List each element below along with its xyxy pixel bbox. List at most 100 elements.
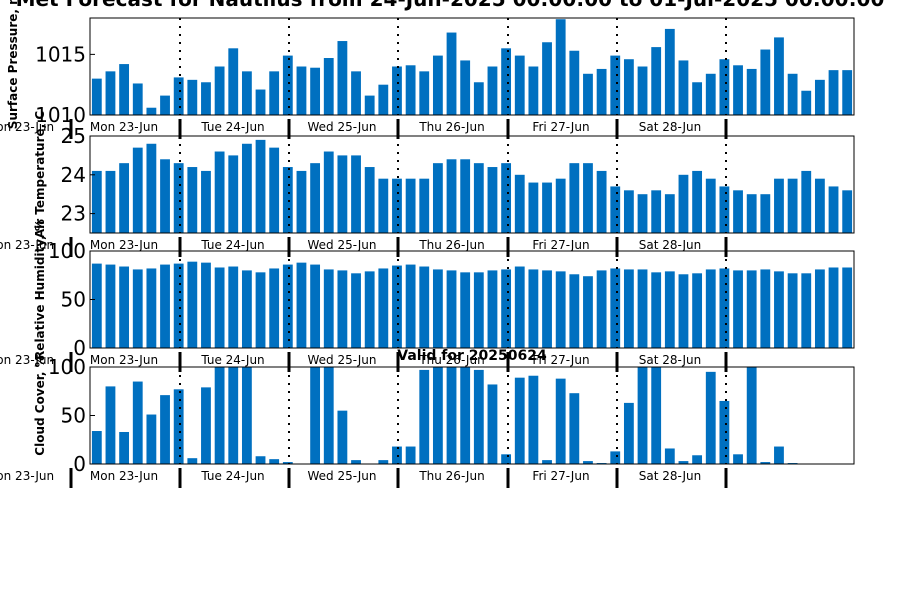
bar: [651, 47, 662, 115]
bar: [419, 178, 430, 233]
axes-frame: [89, 135, 855, 234]
x-tick-label: Fri 27-Jun: [532, 469, 589, 483]
bar: [528, 182, 539, 233]
bar: [760, 49, 771, 115]
bar: [405, 65, 416, 115]
bar: [214, 367, 225, 464]
x-tick-label: Sat 28-Jun: [639, 353, 702, 367]
bar: [446, 159, 457, 233]
bar: [105, 170, 116, 233]
bar: [637, 66, 648, 115]
bar: [637, 194, 648, 233]
bar: [310, 163, 321, 233]
bar: [392, 265, 402, 348]
bar: [542, 460, 552, 464]
bar: [528, 269, 539, 348]
bar: [514, 266, 525, 348]
bar: [446, 32, 457, 115]
bar: [460, 60, 471, 115]
x-tick-label: Sat 28-Jun: [639, 469, 702, 483]
bar: [637, 367, 648, 464]
bar: [105, 264, 116, 348]
bar: [241, 367, 252, 464]
x-tick-label: Mon 23-Jun: [90, 120, 158, 134]
bar: [323, 58, 334, 115]
bar: [241, 270, 252, 348]
bar: [774, 37, 784, 115]
bar: [487, 167, 498, 233]
bar: [432, 269, 443, 348]
bar: [814, 178, 825, 233]
bar: [119, 431, 130, 464]
bar: [228, 367, 239, 464]
bar: [828, 267, 839, 348]
bar: [282, 462, 293, 464]
axes-frame: [89, 17, 855, 116]
bar: [623, 59, 634, 115]
bar: [583, 276, 593, 348]
bar: [214, 66, 225, 115]
bar: [310, 367, 321, 464]
bar: [692, 82, 703, 115]
x-tick-label: Fri 27-Jun: [532, 353, 589, 367]
y-tick-label: 1010: [35, 103, 86, 127]
y-tick-label: 24: [61, 163, 86, 187]
bar: [692, 273, 703, 348]
bar: [392, 66, 402, 115]
chart-title: Met Forecast for Nautilus from 24-Jun-20…: [16, 0, 885, 11]
bar: [282, 264, 293, 348]
bar: [487, 270, 498, 348]
bar: [623, 269, 634, 348]
bar: [692, 170, 703, 233]
bar: [828, 70, 839, 115]
bar: [555, 378, 566, 464]
bar: [664, 448, 675, 464]
valid-label: Valid for 20250624: [397, 348, 547, 364]
bar: [187, 167, 198, 233]
bar: [419, 71, 430, 115]
y-tick-label: 0: [73, 336, 86, 360]
x-tick-label: Wed 25-Jun: [308, 469, 377, 483]
bar: [132, 147, 143, 233]
bar: [201, 387, 211, 464]
bar: [746, 270, 757, 348]
bar: [405, 178, 416, 233]
bar: [228, 155, 239, 233]
y-axis-label: Cloud Cover, %: [33, 355, 47, 455]
y-axis-label: Surface Pressure, mb: [6, 0, 20, 129]
bar: [610, 186, 621, 233]
bar: [501, 48, 512, 116]
bar: [310, 264, 321, 348]
y-axis-label: Relative Humidity, %: [33, 219, 47, 360]
y-tick-label: 50: [61, 288, 86, 312]
bar: [733, 190, 743, 233]
bar: [323, 269, 334, 348]
bar: [241, 71, 252, 115]
bar: [583, 73, 593, 115]
y-tick-label: 0: [73, 452, 86, 476]
bar: [364, 95, 375, 115]
bar: [569, 274, 580, 348]
x-tick-label: Sat 28-Jun: [639, 238, 702, 252]
bar: [760, 462, 771, 464]
bar: [392, 178, 402, 233]
bar: [842, 70, 853, 115]
bar: [337, 41, 348, 115]
bar: [105, 71, 116, 115]
bar: [473, 272, 484, 348]
bar: [678, 174, 689, 233]
bar: [501, 454, 512, 464]
bar: [651, 190, 662, 233]
bar: [460, 367, 471, 464]
bar: [473, 369, 484, 464]
bar: [842, 190, 853, 233]
bar: [814, 79, 825, 115]
x-tick-label: Sat 28-Jun: [639, 120, 702, 134]
bar: [678, 274, 689, 348]
bar: [201, 262, 211, 348]
bar: [160, 95, 170, 115]
bar: [787, 178, 798, 233]
bar: [555, 19, 566, 115]
x-tick-label: Wed 25-Jun: [308, 238, 377, 252]
